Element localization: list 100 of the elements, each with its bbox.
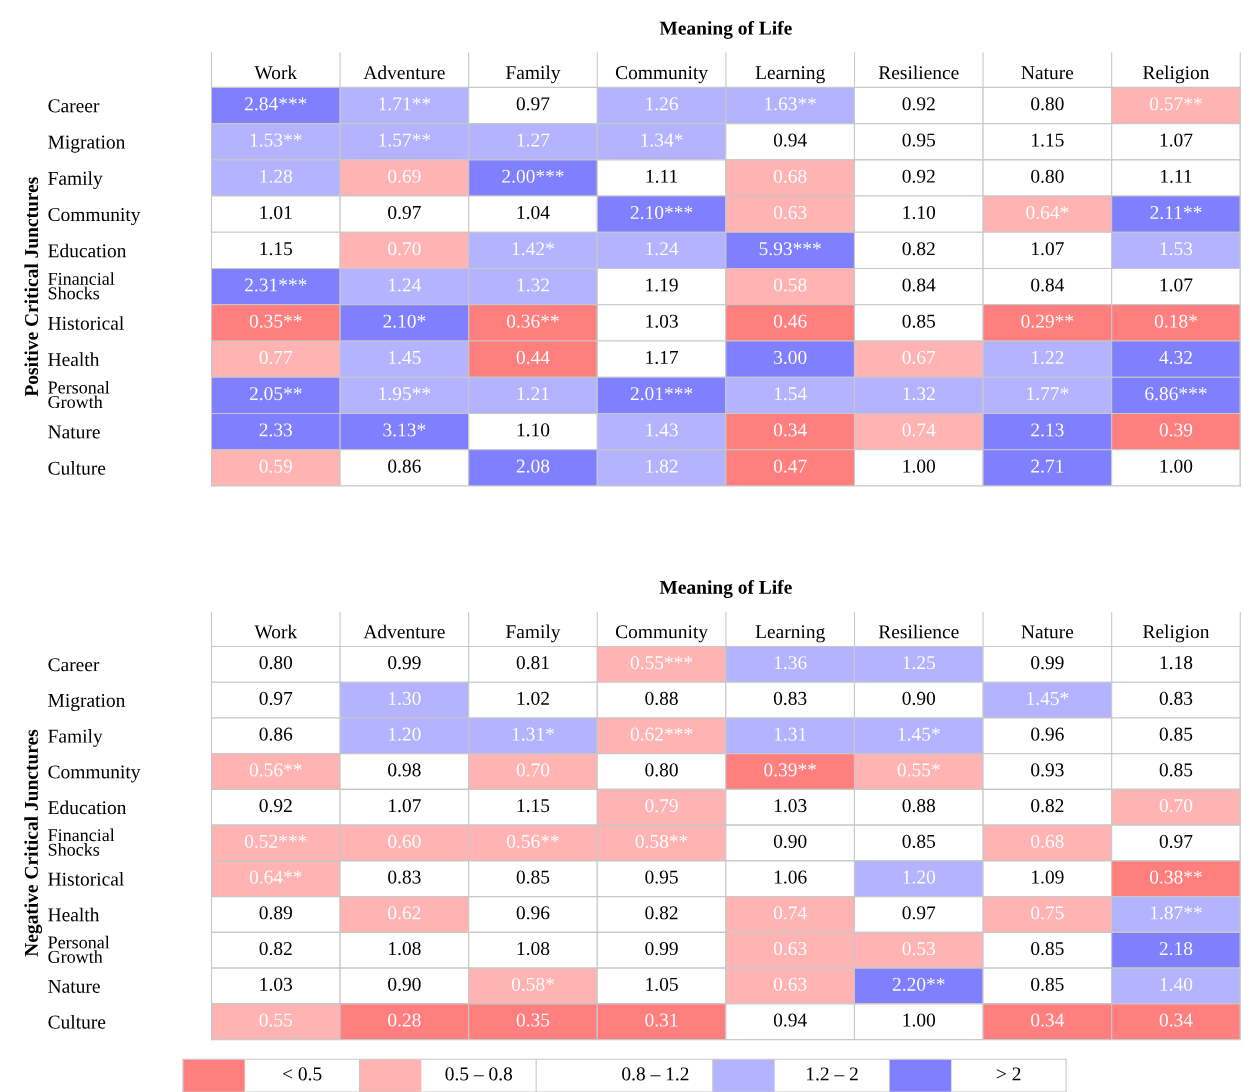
y-tick-label: Health [48,907,100,922]
y-tick-label: Education [48,243,127,258]
data-label: 1.11 [646,169,678,183]
data-label: 1.20 [903,870,936,884]
data-label: 1.24 [389,278,422,292]
data-label: 1.15 [1032,133,1064,147]
y-tick-label: Career [48,658,100,672]
data-label: 1.20 [389,727,421,741]
data-label: 1.24 [646,242,679,256]
data-label: 1.87** [1150,906,1202,920]
data-label: 0.53 [902,941,936,956]
data-label: 0.94 [773,1013,807,1027]
data-label: 3.00 [774,350,807,365]
data-label: 0.86 [259,727,293,741]
data-label: 2.31*** [245,278,307,292]
x-tick-label: Adventure [363,65,445,80]
data-label: 1.08 [517,941,550,956]
data-label: 0.92 [259,799,292,813]
data-label: 0.74 [902,423,936,437]
data-label: 1.11 [1161,169,1192,183]
data-label: 0.69 [388,169,421,183]
data-label: 0.28 [388,1013,421,1027]
data-label: 0.34 [1031,1013,1065,1027]
data-label: 0.90 [388,977,421,991]
data-label: 0.83 [1159,691,1193,706]
data-label: 1.04 [517,205,550,220]
data-label: 1.32 [903,387,935,401]
data-label: 0.58* [511,977,554,991]
data-label: 1.42* [512,242,554,256]
x-tick-label: Work [254,65,298,80]
data-label: 0.68 [1031,834,1064,848]
data-label: 0.52*** [244,834,307,848]
y-tick-label: Culture [48,1014,106,1029]
data-label: 0.84 [902,278,936,292]
data-label: 0.85 [1031,977,1064,991]
data-label: 0.82 [645,906,678,920]
data-label: 1.05 [646,977,678,991]
data-label: 0.58 [773,278,807,292]
data-label: 2.20** [892,977,945,991]
data-label: 0.62 [388,906,421,920]
data-label: 0.97 [1159,834,1193,848]
data-label: 2.10*** [630,205,693,220]
x-tick-label: Nature [1021,66,1074,80]
category-label: < 0.5 [283,1067,322,1081]
y-tick-label: Personal Growth [48,935,110,963]
data-label: 0.55* [897,763,940,777]
data-label: 0.60 [388,834,421,848]
data-label: 1.26 [646,97,679,111]
data-label: 0.29** [1021,314,1074,328]
data-label: 1.43 [646,423,678,437]
x-tick-label: Learning [755,625,825,643]
x-tick-label: Adventure [363,624,445,639]
data-label: 1.19 [646,278,678,292]
category-label: 1.2 – 2 [807,1067,858,1081]
y-axis-title: Positive Critical Junctures [24,177,39,397]
y-tick-label: Community [48,765,141,783]
data-label: 0.84 [1031,278,1065,292]
data-label: 1.07 [389,799,421,813]
data-label: 0.93 [1031,763,1064,777]
x-tick-label: Religion [1143,65,1210,84]
y-axis-title: Negative Critical Junctures [24,729,43,957]
data-label: 0.89 [259,906,292,920]
data-label: 0.95 [645,870,678,884]
data-label: 1.34* [641,133,683,147]
data-label: 0.64** [249,870,302,884]
data-label: 0.46 [773,314,807,328]
data-label: 1.10 [517,423,550,437]
data-label: 0.34 [1159,1013,1193,1027]
data-label: 1.15 [260,242,293,256]
data-label: 0.85 [1159,763,1193,777]
data-label: 0.97 [516,97,550,111]
data-label: 0.80 [259,656,293,670]
data-label: 1.02 [517,691,549,706]
data-label: 1.10 [903,205,936,220]
data-label: 2.33 [259,423,293,437]
data-label: 2.11** [1150,205,1202,220]
data-label: 0.39** [764,763,816,777]
data-label: 1.40 [1160,977,1193,991]
data-label: 0.81 [516,656,549,670]
y-tick-label: Culture [48,461,106,475]
y-tick-label: Community [48,208,141,226]
data-label: 0.36** [506,314,559,328]
y-tick-label: Career [48,99,100,113]
data-label: 0.90 [902,691,936,706]
data-label: 1.82 [646,459,678,473]
data-label: 4.32 [1159,350,1192,365]
data-label: 1.00 [1160,459,1193,473]
data-label: 2.13 [1031,423,1064,437]
data-label: 1.95** [379,387,431,401]
x-tick-label: Family [505,624,561,643]
data-label: 1.22 [1032,350,1064,365]
data-label: 0.68 [773,169,807,183]
y-tick-label: Nature [48,425,100,439]
data-label: 0.96 [516,906,550,920]
data-label: 1.45* [898,727,940,741]
data-label: 0.90 [773,834,807,848]
data-label: 1.07 [1160,278,1193,292]
data-label: 2.10* [383,314,426,328]
category-label: 0.5 – 0.8 [445,1067,513,1081]
data-label: 2.00*** [502,169,564,183]
